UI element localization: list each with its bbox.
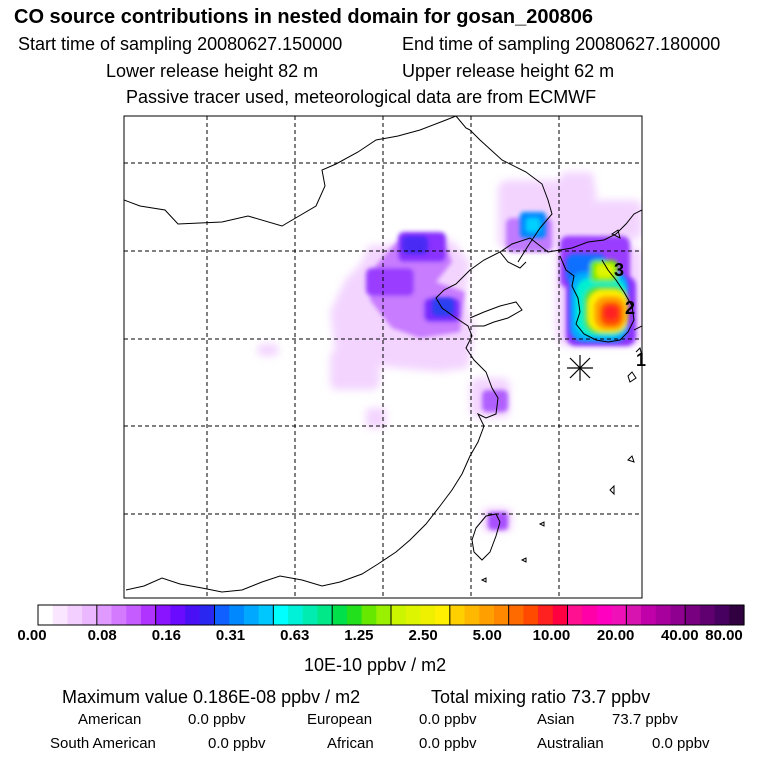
colorbar-swatch bbox=[508, 605, 524, 625]
colorbar-tick-label: 80.00 bbox=[705, 627, 743, 644]
colorbar-swatch bbox=[155, 605, 171, 625]
colorbar-swatch bbox=[273, 605, 289, 625]
colorbar-swatch bbox=[582, 605, 598, 625]
colorbar-dividers bbox=[96, 605, 686, 625]
colorbar-swatch bbox=[96, 605, 113, 625]
region-value-australian: 0.0 ppbv bbox=[652, 735, 710, 752]
colorbar-tick-label: 0.16 bbox=[151, 627, 181, 644]
colorbar-tick-label: 40.00 bbox=[661, 627, 699, 644]
region-name-asian: Asian bbox=[537, 711, 575, 728]
colorbar-swatch bbox=[140, 605, 157, 625]
colorbar-swatch bbox=[641, 605, 657, 625]
region-value-european: 0.0 ppbv bbox=[419, 711, 477, 728]
region-name-american: American bbox=[78, 711, 142, 728]
colorbar-swatch bbox=[626, 605, 642, 625]
colorbar-swatch bbox=[523, 605, 539, 625]
maximum-value-label: Maximum value 0.186E-08 ppbv / m2 bbox=[62, 687, 361, 707]
colorbar-swatch bbox=[38, 605, 54, 625]
colorbar-swatch bbox=[229, 605, 245, 625]
colorbar-swatch bbox=[376, 605, 392, 625]
lat-lon-grid bbox=[124, 116, 642, 598]
map-frame bbox=[123, 115, 643, 599]
colorbar-tick-label: 5.00 bbox=[472, 627, 502, 644]
release-site-star-icon bbox=[567, 355, 593, 381]
colorbar-swatch bbox=[111, 605, 127, 625]
colorbar-swatch bbox=[596, 605, 613, 625]
region-name-european: European bbox=[307, 711, 373, 728]
colorbar-swatch bbox=[170, 605, 186, 625]
colorbar-tick-label: 0.63 bbox=[280, 627, 310, 644]
colorbar-swatch bbox=[214, 605, 230, 625]
colorbar-swatch bbox=[567, 605, 583, 625]
colorbar-frame bbox=[37, 604, 745, 626]
colorbar-swatch bbox=[464, 605, 480, 625]
colorbar-tick-label: 0.08 bbox=[87, 627, 117, 644]
colorbar-swatch bbox=[317, 605, 333, 625]
plume-field bbox=[258, 172, 642, 532]
colorbar-swatch bbox=[449, 605, 466, 625]
colorbar-swatch bbox=[52, 605, 69, 625]
colorbar-swatch bbox=[493, 605, 510, 625]
total-mixing-ratio-label: Total mixing ratio 73.7 ppbv bbox=[431, 687, 651, 707]
region-name-australian: Australian bbox=[537, 735, 604, 752]
colorbar-swatch bbox=[538, 605, 554, 625]
receptor-label-2: 2 bbox=[625, 298, 635, 318]
region-value-asian: 73.7 ppbv bbox=[612, 711, 678, 728]
colorbar-swatch bbox=[332, 605, 348, 625]
colorbar-swatch bbox=[288, 605, 304, 625]
colorbar-swatch bbox=[391, 605, 407, 625]
colorbar-tick-label: 2.50 bbox=[408, 627, 438, 644]
region-name-african: African bbox=[327, 735, 374, 752]
colorbar-swatch bbox=[714, 605, 730, 625]
colorbar-swatch bbox=[258, 605, 274, 625]
colorbar-unit-label: 10E-10 ppbv / m2 bbox=[304, 655, 447, 675]
colorbar-tick-label: 10.00 bbox=[532, 627, 571, 644]
region-value-american: 0.0 ppbv bbox=[188, 711, 246, 728]
colorbar bbox=[38, 605, 745, 625]
region-value-african: 0.0 ppbv bbox=[419, 735, 477, 752]
colorbar-swatch bbox=[243, 605, 260, 625]
colorbar-tick-label: 0.00 bbox=[17, 627, 47, 644]
start-time-label: Start time of sampling 20080627.150000 bbox=[18, 34, 343, 54]
colorbar-swatch bbox=[199, 605, 216, 625]
chart-title: CO source contributions in nested domain… bbox=[14, 6, 594, 28]
colorbar-swatch bbox=[611, 605, 627, 625]
colorbar-swatch bbox=[126, 605, 142, 625]
colorbar-swatch bbox=[361, 605, 377, 625]
colorbar-swatch bbox=[435, 605, 451, 625]
colorbar-swatch bbox=[420, 605, 436, 625]
colorbar-swatch bbox=[655, 605, 672, 625]
upper-release-height-label: Upper release height 62 m bbox=[402, 61, 615, 81]
colorbar-swatch bbox=[670, 605, 686, 625]
receptor-label-1: 1 bbox=[636, 350, 646, 370]
region-name-south-american: South American bbox=[50, 735, 156, 752]
colorbar-swatch bbox=[552, 605, 569, 625]
colorbar-swatch bbox=[699, 605, 716, 625]
lower-release-height-label: Lower release height 82 m bbox=[106, 61, 319, 81]
region-value-south-american: 0.0 ppbv bbox=[208, 735, 266, 752]
colorbar-swatch bbox=[479, 605, 495, 625]
colorbar-swatch bbox=[729, 605, 745, 625]
end-time-label: End time of sampling 20080627.180000 bbox=[402, 34, 721, 54]
tracer-info-label: Passive tracer used, meteorological data… bbox=[126, 87, 597, 107]
colorbar-swatch bbox=[82, 605, 98, 625]
colorbar-swatch bbox=[405, 605, 422, 625]
colorbar-swatch bbox=[67, 605, 83, 625]
colorbar-swatch bbox=[185, 605, 201, 625]
colorbar-tick-label: 20.00 bbox=[596, 627, 635, 644]
colorbar-swatch bbox=[346, 605, 363, 625]
colorbar-tick-label: 0.31 bbox=[215, 627, 246, 644]
colorbar-tick-label: 1.25 bbox=[344, 627, 374, 644]
coastlines bbox=[124, 116, 642, 593]
colorbar-swatch bbox=[302, 605, 319, 625]
receptor-label-3: 3 bbox=[614, 260, 624, 280]
colorbar-swatch bbox=[685, 605, 701, 625]
